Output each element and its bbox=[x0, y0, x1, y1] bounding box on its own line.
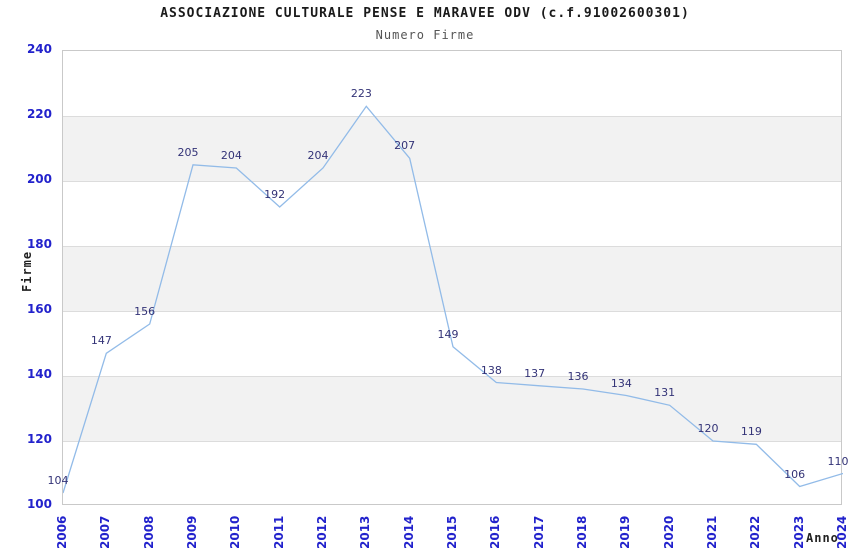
data-point-label: 120 bbox=[697, 422, 719, 435]
gridline bbox=[63, 246, 841, 247]
x-tick-label: 2019 bbox=[618, 515, 633, 549]
grid-band bbox=[63, 376, 841, 441]
x-tick-label: 2010 bbox=[228, 515, 243, 549]
data-point-label: 205 bbox=[177, 145, 199, 159]
data-point-label: 134 bbox=[610, 376, 632, 390]
x-tick-label: 2018 bbox=[575, 515, 589, 549]
data-point-label: 204 bbox=[220, 149, 242, 162]
x-tick-label: 2006 bbox=[55, 515, 69, 549]
x-tick-label: 2015 bbox=[445, 515, 459, 549]
gridline bbox=[63, 116, 841, 117]
y-tick-label: 200 bbox=[26, 172, 52, 186]
y-tick-label: 120 bbox=[26, 432, 52, 446]
data-point-label: 110 bbox=[827, 454, 849, 468]
x-tick-label: 2021 bbox=[705, 515, 719, 549]
x-tick-label: 2012 bbox=[315, 515, 329, 549]
y-tick-label: 140 bbox=[26, 367, 52, 381]
x-tick-label: 2014 bbox=[401, 515, 416, 549]
x-tick-label: 2020 bbox=[661, 515, 676, 549]
x-tick-label: 2023 bbox=[791, 515, 806, 549]
x-tick-label: 2016 bbox=[488, 515, 503, 549]
x-tick-label: 2017 bbox=[531, 515, 546, 549]
x-tick-label: 2011 bbox=[271, 515, 286, 549]
gridline bbox=[63, 311, 841, 312]
x-tick-label: 2007 bbox=[98, 515, 113, 549]
y-tick-label: 240 bbox=[26, 42, 52, 56]
gridline bbox=[63, 181, 841, 182]
grid-band bbox=[63, 246, 841, 311]
y-axis-label: Firme bbox=[20, 250, 34, 292]
data-point-label: 137 bbox=[524, 366, 546, 380]
x-tick-label: 2009 bbox=[185, 515, 199, 549]
gridline bbox=[63, 441, 841, 442]
data-point-label: 147 bbox=[90, 334, 112, 348]
data-point-label: 131 bbox=[654, 386, 676, 400]
chart-title: ASSOCIAZIONE CULTURALE PENSE E MARAVEE O… bbox=[160, 6, 690, 21]
grid-band bbox=[63, 116, 841, 181]
data-point-label: 207 bbox=[394, 139, 416, 153]
data-point-label: 192 bbox=[264, 188, 286, 201]
x-tick-label: 2024 bbox=[835, 515, 849, 549]
series-line bbox=[63, 105, 843, 494]
data-point-label: 223 bbox=[350, 87, 372, 101]
gridline bbox=[63, 376, 841, 377]
x-tick-label: 2008 bbox=[141, 515, 156, 549]
y-tick-label: 220 bbox=[26, 107, 52, 121]
x-tick-label: 2022 bbox=[748, 515, 763, 549]
data-point-label: 149 bbox=[437, 327, 459, 341]
data-point-label: 204 bbox=[307, 149, 329, 162]
data-point-label: 138 bbox=[480, 363, 502, 377]
y-tick-label: 100 bbox=[26, 497, 52, 511]
x-axis-label: Anno bbox=[806, 531, 839, 545]
data-point-label: 104 bbox=[47, 474, 69, 487]
data-point-label: 106 bbox=[784, 467, 806, 481]
y-tick-label: 180 bbox=[26, 237, 52, 251]
plot-area bbox=[62, 50, 843, 505]
y-tick-label: 160 bbox=[26, 302, 52, 316]
data-point-label: 136 bbox=[567, 370, 589, 383]
x-tick-label: 2013 bbox=[358, 515, 373, 549]
chart-subtitle: Numero Firme bbox=[375, 28, 475, 42]
data-point-label: 156 bbox=[134, 305, 156, 318]
data-point-label: 119 bbox=[740, 425, 762, 439]
